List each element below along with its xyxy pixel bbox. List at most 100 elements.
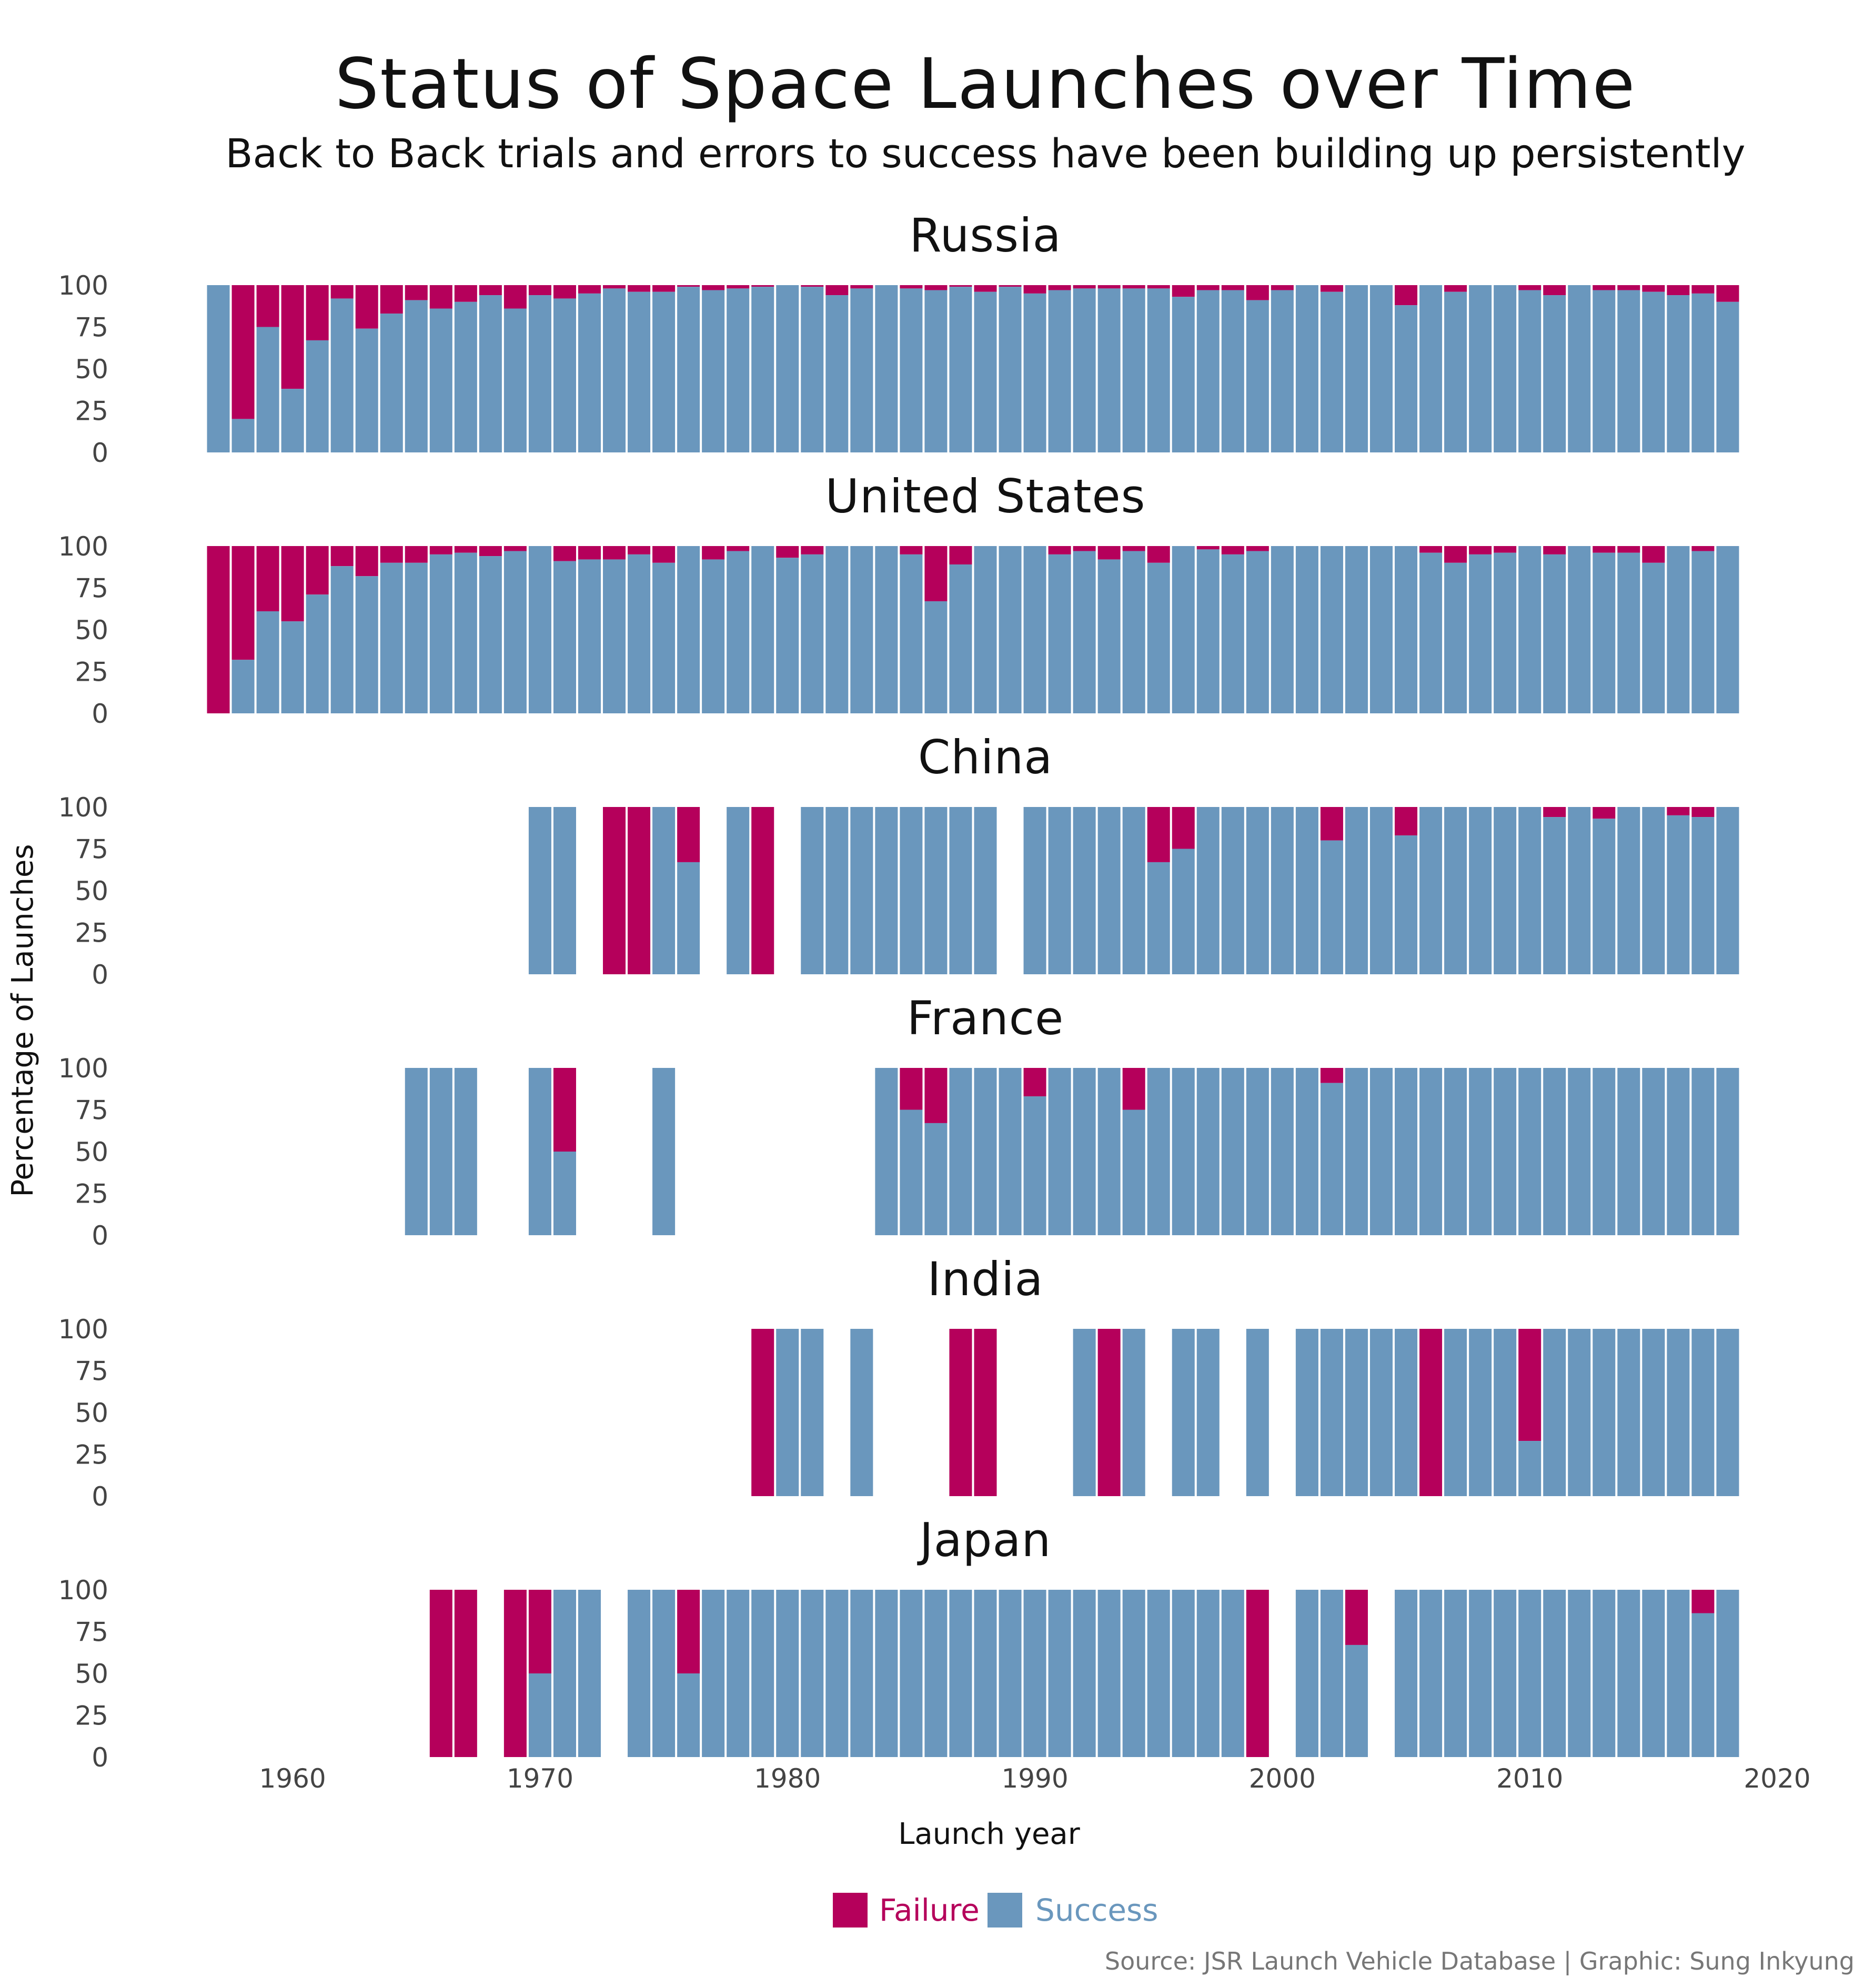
bar-success: [1172, 1068, 1195, 1235]
bar-success: [281, 621, 304, 713]
bar-failure: [1518, 285, 1541, 290]
bar-success: [1617, 1590, 1640, 1757]
bar-success: [924, 290, 948, 452]
bar-success: [1122, 288, 1145, 452]
bar-success: [1023, 807, 1046, 974]
y-tick-label: 50: [75, 876, 108, 906]
bar-failure: [677, 285, 700, 287]
bar-success: [1196, 1068, 1220, 1235]
bar-failure: [1345, 1590, 1368, 1645]
bar-success: [1716, 807, 1739, 974]
bars: [751, 1329, 1739, 1496]
bar-success: [578, 559, 601, 713]
bar-success: [355, 328, 378, 452]
bar-failure: [603, 807, 626, 974]
bar-success: [355, 576, 378, 713]
bar-success: [578, 293, 601, 452]
bar-failure: [603, 285, 626, 289]
legend: Failure Success: [833, 1892, 1158, 1928]
bar-success: [306, 340, 329, 452]
bar-failure: [1122, 285, 1145, 289]
bar-failure: [479, 285, 502, 296]
bar-success: [1395, 1329, 1418, 1496]
bar-failure: [751, 1329, 774, 1496]
bar-failure: [1617, 546, 1640, 553]
y-tick-label: 100: [58, 531, 108, 562]
bar-success: [330, 566, 354, 713]
bar-success: [1073, 807, 1096, 974]
bar-success: [1147, 562, 1170, 713]
bar-failure: [503, 285, 527, 309]
bar-success: [1444, 1068, 1467, 1235]
bar-success: [1097, 288, 1121, 452]
bar-success: [801, 287, 824, 452]
bar-failure: [974, 1329, 997, 1496]
bar-success: [652, 1068, 676, 1235]
bar-success: [702, 1590, 725, 1757]
bar-success: [727, 551, 750, 713]
y-tick-label: 25: [75, 918, 108, 948]
legend-swatch-success: [988, 1893, 1022, 1928]
bar-success: [553, 561, 576, 713]
bar-failure: [801, 285, 824, 287]
bar-success: [875, 807, 898, 974]
bar-success: [1395, 1590, 1418, 1757]
facet-russia: Russia 0 25 50 75 100: [58, 208, 1739, 468]
x-tick-label: 2010: [1496, 1763, 1563, 1794]
bar-failure: [553, 285, 576, 299]
bar-success: [1048, 554, 1071, 713]
bar-success: [1617, 552, 1640, 713]
bar-success: [1345, 1068, 1368, 1235]
bar-success: [503, 308, 527, 452]
y-tick-label: 100: [58, 270, 108, 301]
bar-failure: [751, 285, 774, 287]
bar-success: [405, 1068, 428, 1235]
bar-success: [1221, 807, 1244, 974]
bar-success: [553, 1590, 576, 1757]
x-tick-label: 1970: [507, 1763, 573, 1794]
bar-success: [1369, 546, 1393, 713]
y-tick-label: 25: [75, 657, 108, 688]
bar-failure: [1419, 1329, 1443, 1496]
bar-success: [1345, 546, 1368, 713]
bar-success: [1073, 551, 1096, 713]
bar-failure: [1518, 1329, 1541, 1441]
bar-failure: [405, 285, 428, 300]
bar-success: [454, 552, 477, 713]
bar-success: [1419, 807, 1443, 974]
bar-failure: [503, 1590, 527, 1757]
bar-failure: [1097, 285, 1121, 289]
bar-failure: [553, 1068, 576, 1152]
bar-success: [1469, 807, 1492, 974]
bar-success: [1543, 1590, 1566, 1757]
bar-success: [1667, 815, 1690, 974]
legend-label-failure: Failure: [879, 1892, 980, 1928]
bar-failure: [1543, 807, 1566, 818]
bar-success: [281, 389, 304, 452]
bar-success: [1246, 1068, 1269, 1235]
bar-success: [429, 554, 452, 713]
bar-failure: [306, 285, 329, 340]
bar-failure: [231, 546, 255, 660]
bar-success: [1073, 288, 1096, 452]
bar-success: [528, 1068, 551, 1235]
bar-success: [1593, 290, 1616, 452]
bar-success: [231, 419, 255, 452]
bar-success: [603, 559, 626, 713]
bar-success: [1667, 1329, 1690, 1496]
bar-success: [1246, 300, 1269, 452]
bar-failure: [256, 285, 279, 327]
bar-failure: [751, 807, 774, 974]
bar-success: [776, 285, 799, 452]
bar-success: [1568, 1329, 1591, 1496]
bar-success: [801, 807, 824, 974]
bar-success: [1642, 562, 1665, 713]
bar-failure: [1221, 546, 1244, 554]
bar-success: [1122, 1109, 1145, 1235]
bar-success: [1568, 546, 1591, 713]
bar-success: [1246, 1329, 1269, 1496]
bar-success: [603, 288, 626, 452]
bar-success: [1295, 1068, 1318, 1235]
bar-failure: [776, 546, 799, 558]
bar-failure: [1320, 807, 1343, 841]
